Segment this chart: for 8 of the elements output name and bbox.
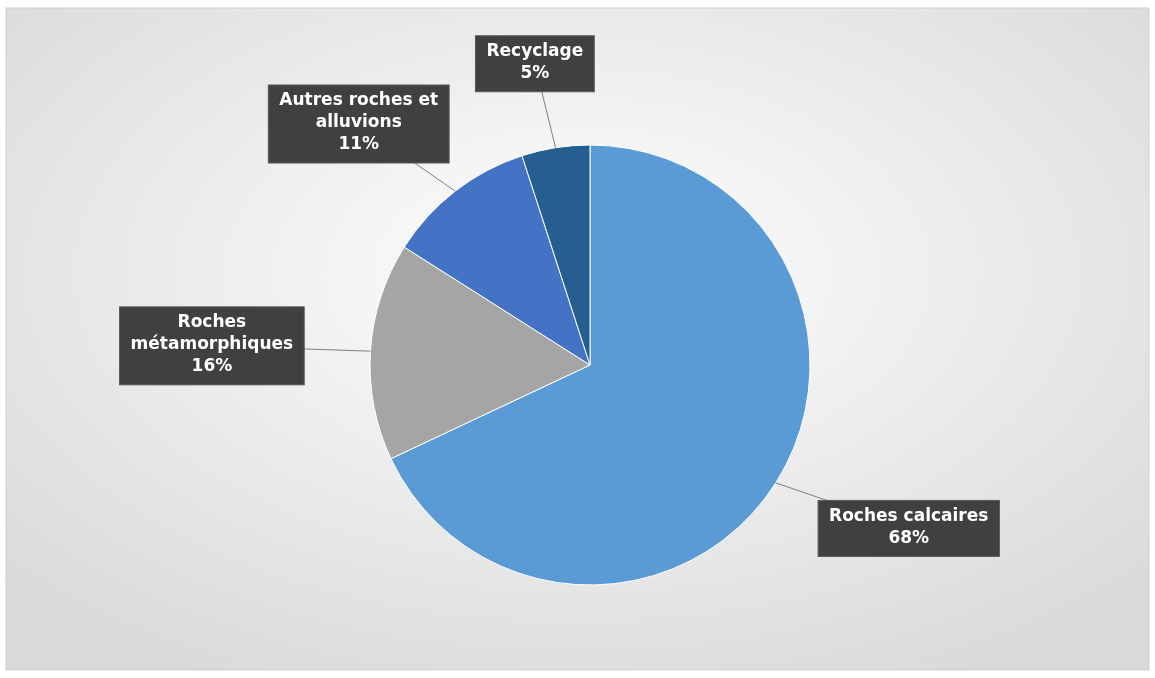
- slice-label: Roches calcaires: [829, 504, 989, 525]
- slice-label: Roches métamorphiques: [130, 311, 294, 354]
- slice-label: Autres roches et alluvions: [279, 89, 439, 132]
- data-label: 16%: [191, 355, 233, 376]
- slice-label: Recyclage: [486, 40, 584, 61]
- data-label: 11%: [338, 133, 380, 154]
- data-label: 68%: [888, 526, 930, 547]
- data-label: 5%: [520, 62, 550, 83]
